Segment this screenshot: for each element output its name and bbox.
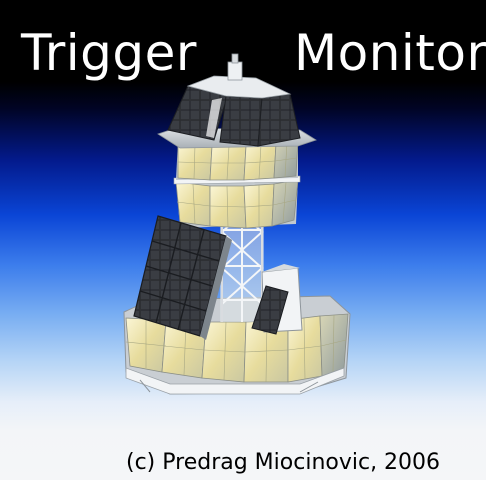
side-solar-panel bbox=[133, 215, 289, 340]
title-word-trigger: Trigger bbox=[21, 24, 197, 82]
copyright-credit: (c) Predrag Miocinovic, 2006 bbox=[126, 450, 441, 475]
top-solar-panels bbox=[167, 53, 301, 147]
title-word-monitor: Monitor bbox=[294, 24, 486, 82]
